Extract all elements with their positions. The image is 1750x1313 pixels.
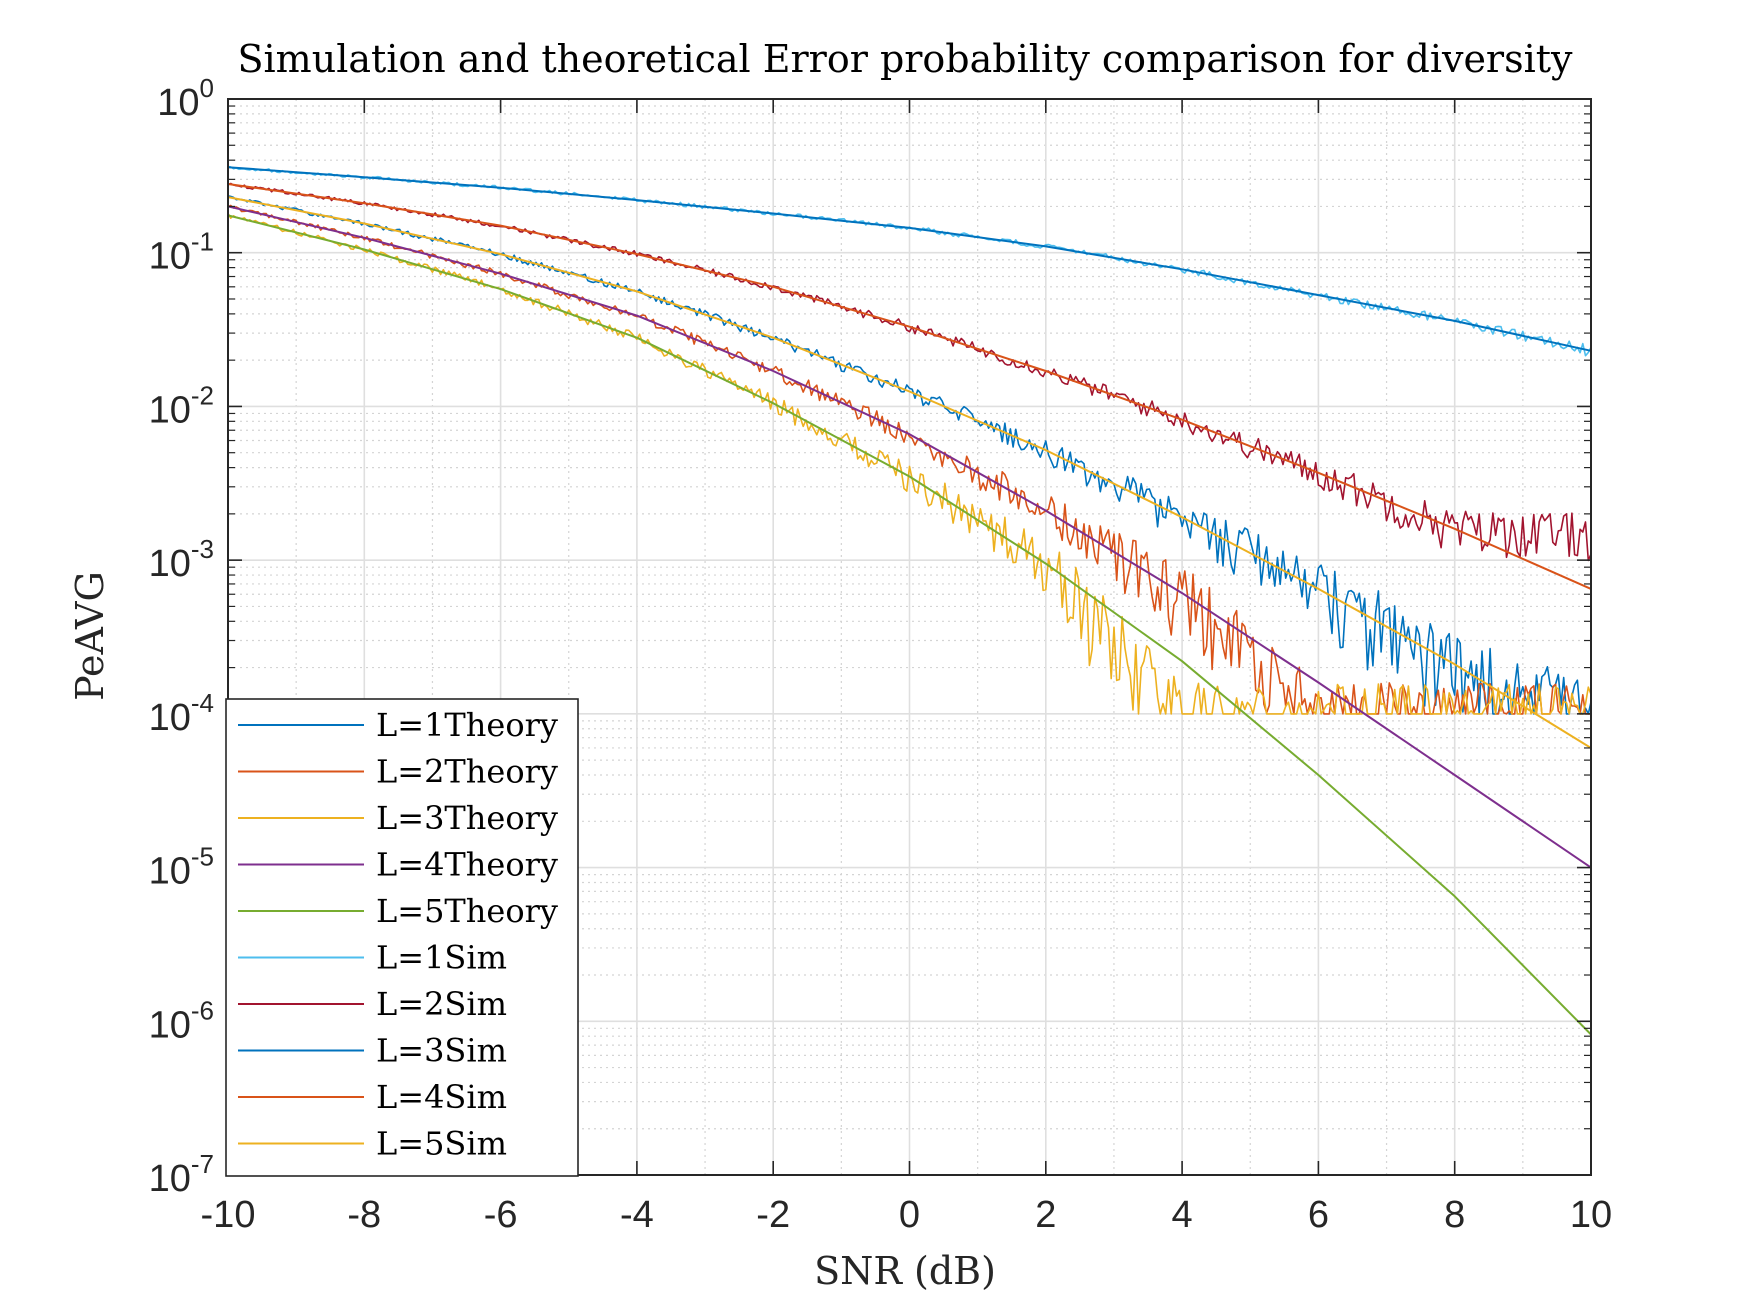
y-tick-label: 10-6 (149, 995, 214, 1046)
x-tick-labels: -10 -8 -6 -4 -2 0 2 4 6 8 10 (201, 1194, 1613, 1236)
series-line-L=3Theory (227, 196, 1592, 749)
series-line-L=5Theory (227, 214, 1592, 1036)
x-axis-label: SNR (dB) (814, 1249, 996, 1293)
legend-label: L=3Sim (376, 1032, 507, 1070)
legend: L=1Theory L=2Theory L=3Theory L=4Theory L=5T… (225, 698, 579, 1177)
y-tick-exponent: 0 (200, 73, 214, 103)
series-line-L=4Theory (227, 205, 1592, 869)
x-tick-label: 0 (899, 1194, 920, 1236)
x-tick-label: 10 (1570, 1194, 1612, 1236)
y-tick-label: 100 (157, 73, 214, 124)
x-tick-label: 2 (1035, 1194, 1056, 1236)
y-axis-label: PeAVG (68, 571, 112, 701)
series-line-L=2Theory (227, 183, 1592, 590)
legend-label: L=4Theory (376, 846, 558, 884)
minor-grid (228, 99, 1591, 1175)
y-tick-exponent: -7 (191, 1149, 214, 1179)
legend-label: L=1Theory (376, 706, 558, 744)
y-tick-base: 10 (149, 543, 191, 585)
x-tick-label: -2 (756, 1194, 790, 1236)
x-tick-label: 4 (1172, 1194, 1193, 1236)
y-tick-exponent: -6 (191, 995, 214, 1025)
x-tick-label: -10 (201, 1194, 256, 1236)
x-tick-label: -6 (484, 1194, 518, 1236)
y-tick-base: 10 (149, 697, 191, 739)
series-line-L=1Theory (227, 166, 1592, 352)
legend-label: L=2Sim (376, 985, 507, 1023)
x-tick-label: -4 (620, 1194, 654, 1236)
legend-label: L=5Theory (376, 892, 558, 930)
legend-label: L=2Theory (376, 753, 558, 791)
y-tick-exponent: -4 (191, 688, 214, 718)
y-tick-base: 10 (157, 82, 199, 124)
y-tick-exponent: -2 (191, 380, 214, 410)
legend-label: L=4Sim (376, 1078, 507, 1116)
y-tick-base: 10 (149, 236, 191, 278)
y-tick-base: 10 (149, 1004, 191, 1046)
y-tick-label: 10-5 (149, 842, 214, 893)
x-tick-label: 8 (1444, 1194, 1465, 1236)
y-tick-base: 10 (149, 1158, 191, 1200)
y-tick-exponent: -5 (191, 842, 214, 872)
legend-label: L=5Sim (376, 1125, 507, 1163)
y-tick-label: 10-4 (149, 688, 214, 739)
x-tick-label: -8 (347, 1194, 381, 1236)
series-layer (227, 165, 1592, 1036)
y-tick-label: 10-1 (149, 227, 214, 278)
series-line-L=5Sim (227, 213, 1592, 715)
legend-label: L=3Theory (376, 799, 558, 837)
y-tick-label: 10-3 (149, 534, 214, 585)
y-tick-exponent: -1 (191, 227, 214, 257)
y-tick-base: 10 (149, 389, 191, 431)
y-tick-label: 10-7 (149, 1149, 214, 1200)
y-tick-exponent: -3 (191, 534, 214, 564)
y-tick-label: 10-2 (149, 380, 214, 431)
legend-label: L=1Sim (376, 939, 507, 977)
y-tick-base: 10 (149, 851, 191, 893)
chart-title: Simulation and theoretical Error probabi… (238, 37, 1574, 81)
x-tick-label: 6 (1308, 1194, 1329, 1236)
